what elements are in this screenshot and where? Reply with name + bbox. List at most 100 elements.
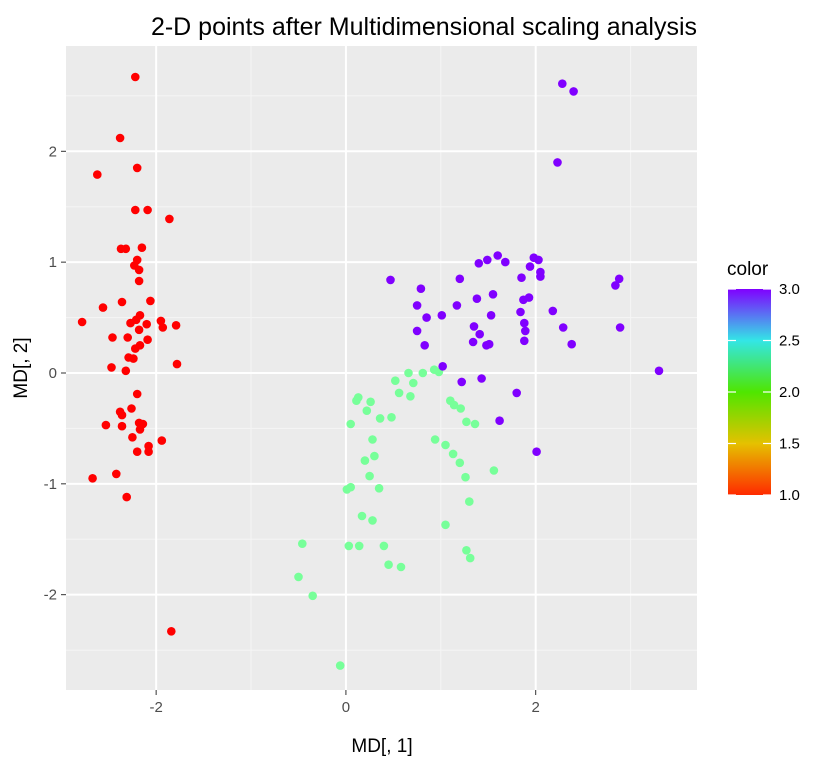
- y-tick-label: 2: [49, 143, 57, 160]
- data-point-2: [352, 396, 361, 406]
- data-point-3: [569, 87, 578, 96]
- data-point-2: [384, 560, 393, 569]
- data-point-2: [357, 511, 367, 521]
- data-point-3: [412, 326, 422, 336]
- data-point-2: [368, 516, 377, 525]
- data-point-3: [475, 329, 485, 339]
- data-point-2: [455, 458, 465, 468]
- data-point-1: [123, 333, 132, 342]
- data-point-3: [615, 323, 625, 332]
- x-tick-label: 2: [532, 699, 540, 716]
- data-point-1: [112, 469, 121, 479]
- data-point-2: [294, 572, 303, 582]
- data-point-3: [412, 301, 422, 310]
- data-point-3: [474, 259, 484, 268]
- legend-title: color: [727, 259, 769, 280]
- data-point-1: [131, 344, 140, 353]
- data-point-2: [344, 541, 354, 551]
- data-point-1: [171, 321, 181, 330]
- data-point-1: [93, 170, 102, 179]
- legend-labels: 1.0 1.5 2.0 2.5 3.0: [779, 281, 800, 504]
- y-tick-label: -1: [44, 476, 57, 493]
- data-point-3: [488, 290, 498, 299]
- data-point-3: [438, 362, 448, 371]
- data-point-3: [611, 281, 620, 290]
- data-point-3: [437, 311, 447, 320]
- data-point-2: [465, 497, 474, 506]
- data-point-2: [354, 541, 364, 551]
- data-point-2: [379, 541, 389, 551]
- data-point-3: [455, 274, 465, 284]
- data-point-3: [422, 313, 431, 322]
- data-point-3: [452, 301, 462, 310]
- x-tick-label: -2: [149, 699, 162, 716]
- data-point-2: [375, 414, 385, 423]
- data-point-1: [143, 205, 152, 215]
- data-point-2: [418, 368, 428, 378]
- data-point-1: [156, 316, 166, 326]
- data-point-3: [486, 311, 496, 320]
- data-point-2: [335, 661, 345, 670]
- data-point-2: [456, 404, 466, 413]
- data-point-2: [298, 539, 307, 548]
- data-point-2: [370, 451, 379, 461]
- data-point-3: [548, 306, 558, 316]
- data-point-2: [362, 406, 372, 416]
- plot-panel: [66, 46, 697, 690]
- data-point-2: [470, 419, 480, 429]
- chart-title: 2-D points after Multidimensional scalin…: [151, 13, 697, 41]
- data-point-1: [117, 410, 127, 420]
- data-point-2: [465, 553, 475, 563]
- data-point-3: [516, 307, 525, 317]
- data-point-2: [391, 376, 400, 386]
- data-point-2: [308, 591, 318, 601]
- data-point-1: [158, 323, 168, 332]
- data-point-1: [121, 366, 131, 376]
- data-point-1: [144, 447, 153, 457]
- y-axis-tick-labels: -2 -1 0 1 2: [44, 143, 57, 603]
- x-axis-tick-labels: -2 0 2: [149, 699, 539, 716]
- data-point-1: [131, 72, 140, 82]
- data-point-3: [532, 447, 541, 457]
- data-point-3: [495, 416, 504, 426]
- data-point-1: [117, 421, 127, 431]
- data-point-2: [430, 435, 440, 444]
- data-point-3: [536, 272, 545, 281]
- data-point-1: [132, 389, 142, 399]
- data-point-1: [135, 425, 145, 434]
- data-point-1: [108, 333, 117, 342]
- data-point-2: [409, 378, 418, 388]
- data-point-2: [387, 413, 396, 422]
- legend-label: 2.0: [779, 384, 800, 401]
- data-point-2: [394, 388, 404, 398]
- data-point-3: [457, 377, 467, 387]
- legend-label: 1.5: [779, 436, 800, 453]
- color-legend: color 1.0 1.5 2.0 2.5 3.0: [727, 259, 800, 504]
- data-point-1: [107, 363, 116, 372]
- data-point-1: [77, 317, 87, 327]
- data-point-3: [520, 336, 529, 346]
- data-point-3: [567, 339, 576, 349]
- data-point-3: [469, 322, 479, 331]
- y-tick-label: 1: [49, 254, 57, 271]
- data-point-1: [132, 447, 142, 457]
- data-point-2: [448, 449, 458, 459]
- data-point-1: [115, 133, 125, 143]
- data-point-3: [501, 257, 510, 267]
- data-point-1: [88, 474, 97, 483]
- data-point-2: [396, 562, 406, 572]
- data-point-3: [524, 293, 534, 302]
- data-point-3: [472, 294, 482, 304]
- data-point-3: [420, 341, 430, 350]
- y-tick-label: -2: [44, 587, 57, 604]
- data-point-2: [461, 472, 470, 482]
- data-point-2: [441, 440, 450, 450]
- data-point-2: [368, 435, 377, 444]
- data-point-3: [477, 374, 486, 383]
- data-point-1: [143, 335, 152, 345]
- minor-gridlines: [66, 46, 697, 690]
- data-point-1: [101, 420, 111, 430]
- data-point-1: [117, 297, 127, 307]
- data-point-3: [558, 323, 568, 332]
